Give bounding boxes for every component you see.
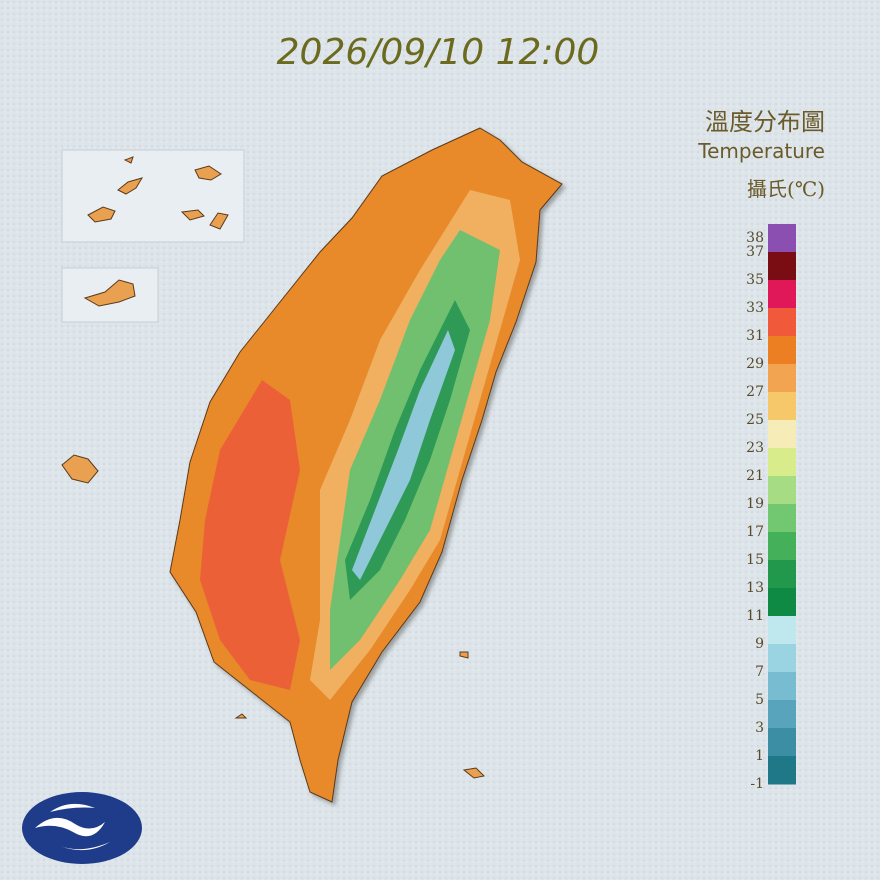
- legend-tick-label: 19: [746, 496, 764, 512]
- legend-tick-label: 37: [746, 244, 764, 260]
- legend-band: [768, 448, 796, 477]
- legend-band: [768, 616, 796, 645]
- taiwan-island: [169, 127, 563, 803]
- legend-band: [768, 672, 796, 701]
- legend-subtitle: Temperature: [697, 139, 825, 163]
- legend-tick-label: 7: [755, 664, 764, 680]
- logo: [22, 792, 142, 864]
- timestamp: 2026/09/10 12:00: [277, 32, 600, 73]
- legend-band: [768, 364, 796, 393]
- inset-islands: [61, 149, 245, 323]
- legend-band: [768, 476, 796, 505]
- legend-tick-label: 3: [755, 720, 764, 736]
- legend-tick-label: 9: [755, 636, 764, 652]
- legend-tick-label: 31: [746, 328, 764, 344]
- legend-band: [768, 280, 796, 309]
- legend-tick-label: 5: [755, 692, 764, 708]
- legend-band: [768, 392, 796, 421]
- legend-tick-label: 23: [746, 440, 764, 456]
- legend-tick-label: 38: [746, 230, 764, 246]
- legend-tick-label: 15: [746, 552, 764, 568]
- legend-band: [768, 252, 796, 281]
- legend-tick-label: -1: [750, 776, 764, 792]
- legend-tick-label: 25: [746, 412, 764, 428]
- legend-band: [768, 308, 796, 337]
- legend-band: [768, 644, 796, 673]
- legend-band: [768, 588, 796, 617]
- legend-tick-label: 27: [746, 384, 764, 400]
- legend-band: [768, 700, 796, 729]
- legend-tick-label: 21: [746, 468, 764, 484]
- legend-tick-label: 11: [746, 608, 764, 624]
- legend-tick-label: 13: [746, 580, 764, 596]
- outlying-islands: [61, 454, 486, 779]
- legend-band: [768, 728, 796, 757]
- legend-band: [768, 504, 796, 533]
- legend-band: [768, 224, 796, 253]
- legend-title: 溫度分布圖: [705, 108, 825, 136]
- legend-band: [768, 560, 796, 589]
- legend-tick-label: 29: [746, 356, 764, 372]
- legend-unit: 攝氏(℃): [747, 177, 825, 201]
- legend-tick-label: 1: [755, 748, 764, 764]
- legend-band: [768, 756, 796, 785]
- legend-tick-label: 17: [746, 524, 764, 540]
- legend-band: [768, 336, 796, 365]
- legend-band: [768, 532, 796, 561]
- legend-tick-label: 35: [746, 272, 764, 288]
- legend-band: [768, 420, 796, 449]
- legend-tick-label: 33: [746, 300, 764, 316]
